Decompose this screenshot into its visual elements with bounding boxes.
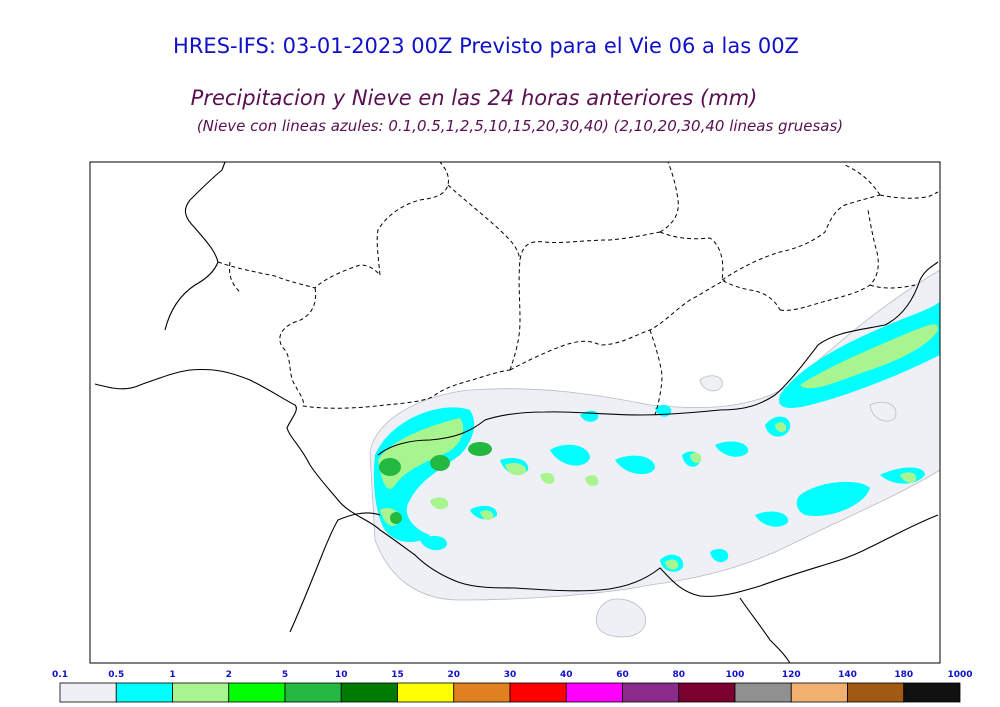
legend-tick-label: 2 bbox=[226, 670, 232, 680]
snow-lines-note: (Nieve con lineas azules: 0.1,0.5,1,2,5,… bbox=[196, 117, 844, 135]
precip-light-areas bbox=[369, 269, 940, 638]
legend-tick-label: 5 bbox=[282, 670, 288, 680]
legend-tick-label: 15 bbox=[391, 670, 404, 680]
legend-tick-label: 30 bbox=[504, 670, 517, 680]
legend-tick-label: 20 bbox=[447, 670, 460, 680]
legend-tick-label: 100 bbox=[726, 670, 745, 680]
province-borders bbox=[217, 161, 939, 416]
precipitation-field bbox=[369, 269, 940, 638]
legend-color-box bbox=[115, 682, 173, 703]
legend-color-box bbox=[284, 682, 342, 703]
legend-color-box bbox=[172, 682, 230, 703]
legend-color-box bbox=[565, 682, 623, 703]
legend-tick-label: 1 bbox=[169, 670, 175, 680]
legend-tick-label: 120 bbox=[782, 670, 801, 680]
legend-color-box bbox=[678, 682, 736, 703]
legend-color-box bbox=[228, 682, 286, 703]
legend-tick-label: 0.5 bbox=[108, 670, 124, 680]
map-frame bbox=[89, 161, 941, 664]
legend-color-box bbox=[790, 682, 848, 703]
coastlines bbox=[94, 161, 939, 664]
legend-tick-label: 80 bbox=[672, 670, 685, 680]
legend-tick-labels: 0.1 0.5 1 2 5 10 15 20 30 40 60 80 100 120 140 180 1000 bbox=[52, 670, 973, 680]
legend-tick-label: 0.1 bbox=[52, 670, 68, 680]
legend-tick-label: 60 bbox=[616, 670, 629, 680]
legend-color-box bbox=[340, 682, 398, 703]
legend-color-box bbox=[847, 682, 905, 703]
legend-color-box bbox=[903, 682, 961, 703]
legend-color-box bbox=[622, 682, 680, 703]
legend-tick-label: 40 bbox=[560, 670, 573, 680]
legend-color-box bbox=[397, 682, 455, 703]
legend-color-box bbox=[59, 682, 117, 703]
legend-tick-label: 140 bbox=[838, 670, 857, 680]
legend-tick-label: 180 bbox=[894, 670, 913, 680]
legend-color-box bbox=[509, 682, 567, 703]
precip-green-cores bbox=[379, 442, 492, 524]
legend-color-boxes bbox=[59, 682, 961, 703]
legend-color-box bbox=[734, 682, 792, 703]
legend-color-box bbox=[453, 682, 511, 703]
map-subtitle: Precipitacion y Nieve en las 24 horas an… bbox=[190, 86, 758, 110]
legend-tick-label: 10 bbox=[335, 670, 348, 680]
map-title: HRES-IFS: 03-01-2023 00Z Previsto para e… bbox=[173, 34, 799, 58]
legend-tick-label: 1000 bbox=[947, 670, 972, 680]
